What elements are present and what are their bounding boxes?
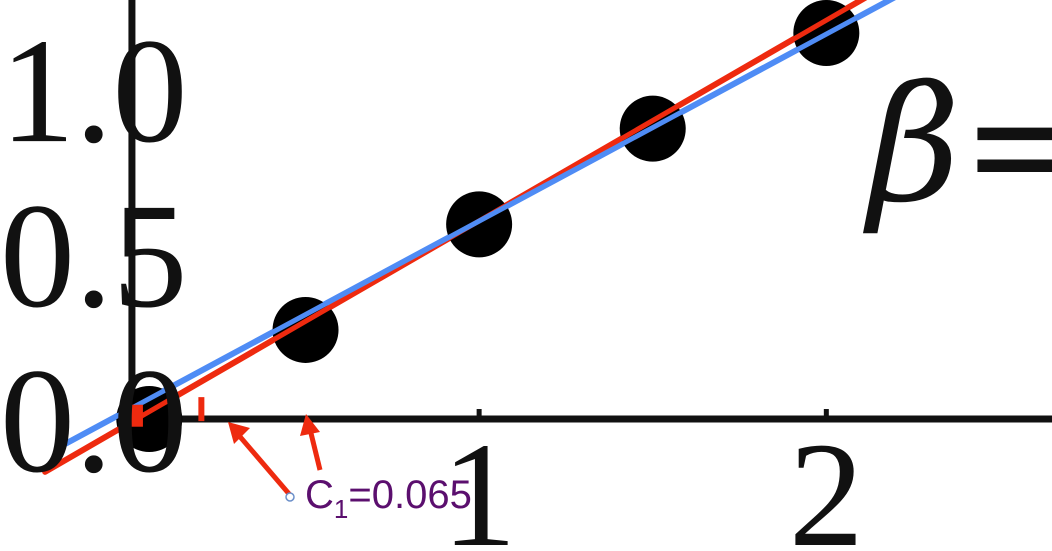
fit-line-overlay-1 bbox=[59, 0, 895, 448]
y-tick-label-1: 0.5 bbox=[0, 173, 188, 339]
annotation-arrows bbox=[228, 414, 323, 502]
data-points bbox=[42, 0, 895, 475]
data-point-2 bbox=[446, 191, 513, 258]
arrowhead-square bbox=[228, 422, 250, 444]
y-tick-label-2: 1.0 bbox=[0, 8, 188, 174]
beta-label: β= bbox=[863, 51, 1052, 238]
arrow-to-square bbox=[234, 430, 292, 497]
c1-symbol: C bbox=[305, 473, 334, 517]
c1-subscript: 1 bbox=[334, 494, 348, 524]
x-tick-label-1: 2 bbox=[789, 412, 864, 551]
tick-labels: 0.00.51.0 1 2 bbox=[0, 8, 864, 551]
marker-square-0 bbox=[120, 404, 143, 427]
c1-annotation: C1=0.065 bbox=[305, 473, 472, 524]
annotation-anchor bbox=[285, 492, 295, 502]
x-tick-label-0: 1 bbox=[442, 412, 517, 551]
markers bbox=[120, 397, 205, 427]
c1-value: =0.065 bbox=[348, 473, 471, 517]
y-tick-label-0: 0.0 bbox=[0, 338, 188, 504]
axes bbox=[128, 0, 1052, 423]
arrowhead-dash bbox=[300, 414, 320, 436]
